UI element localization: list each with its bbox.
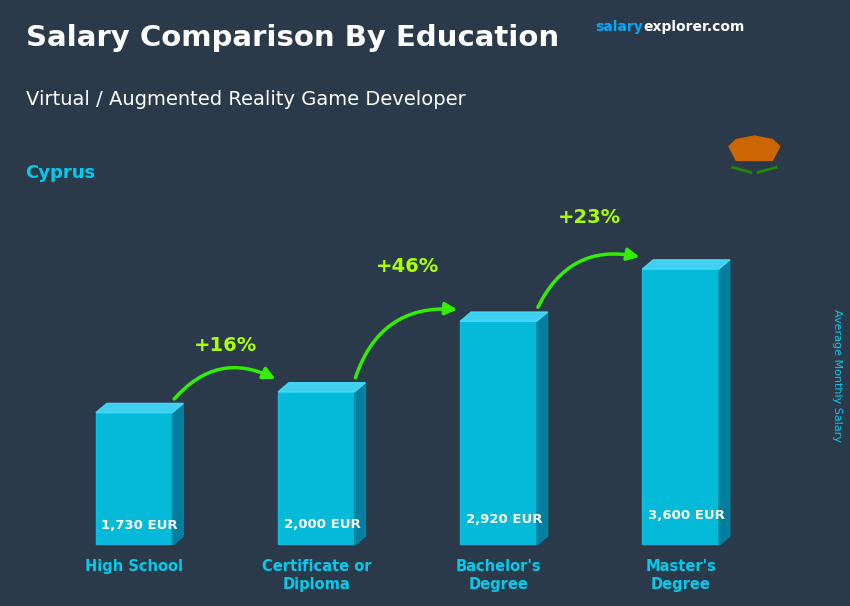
Text: explorer.com: explorer.com <box>643 20 745 34</box>
Bar <box>460 321 536 545</box>
Text: Virtual / Augmented Reality Game Developer: Virtual / Augmented Reality Game Develop… <box>26 90 465 109</box>
Bar <box>278 392 354 545</box>
Text: 3,600 EUR: 3,600 EUR <box>648 509 725 522</box>
Text: salary: salary <box>595 20 643 34</box>
Text: +23%: +23% <box>558 208 621 227</box>
FancyArrowPatch shape <box>538 249 636 307</box>
Polygon shape <box>173 404 184 545</box>
Text: +46%: +46% <box>376 256 439 276</box>
Polygon shape <box>719 260 730 545</box>
Polygon shape <box>536 312 547 545</box>
Bar <box>34 200 799 545</box>
Bar <box>643 269 719 545</box>
Text: Cyprus: Cyprus <box>26 164 95 182</box>
Polygon shape <box>729 136 779 161</box>
Polygon shape <box>278 382 366 392</box>
Text: Average Monthly Salary: Average Monthly Salary <box>832 309 842 442</box>
FancyArrowPatch shape <box>174 368 272 399</box>
Bar <box>96 413 173 545</box>
Polygon shape <box>354 382 366 545</box>
Text: Salary Comparison By Education: Salary Comparison By Education <box>26 24 558 52</box>
Text: +16%: +16% <box>194 336 257 355</box>
Text: 1,730 EUR: 1,730 EUR <box>101 519 178 532</box>
Polygon shape <box>96 404 184 413</box>
Text: 2,000 EUR: 2,000 EUR <box>284 518 360 531</box>
Text: 2,920 EUR: 2,920 EUR <box>466 513 542 526</box>
Polygon shape <box>643 260 730 269</box>
Polygon shape <box>460 312 547 321</box>
FancyArrowPatch shape <box>355 304 454 378</box>
